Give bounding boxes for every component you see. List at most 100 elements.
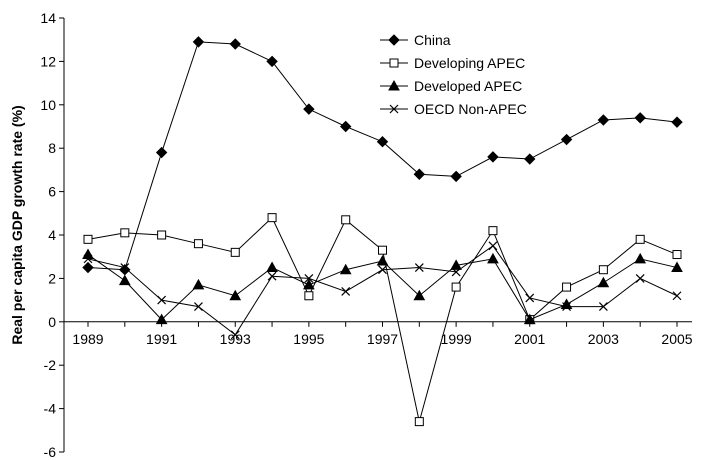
data-point-china bbox=[192, 36, 205, 48]
data-point-oecd-non-apec bbox=[83, 254, 93, 264]
data-point-oecd-non-apec bbox=[451, 267, 461, 277]
data-point-developing-apec bbox=[267, 213, 277, 223]
data-point-developed-apec bbox=[671, 261, 683, 273]
x-tick-label: 2005 bbox=[661, 331, 692, 347]
legend-item-developed-apec: Developed APEC bbox=[380, 78, 522, 94]
data-point-oecd-non-apec bbox=[562, 302, 571, 312]
legend-item-oecd-non-apec: OECD Non-APEC bbox=[380, 101, 527, 117]
y-tick-label: -4 bbox=[44, 401, 57, 417]
data-point-china bbox=[634, 112, 646, 124]
data-point-developing-apec bbox=[414, 417, 424, 427]
data-point-china bbox=[229, 38, 241, 50]
data-point-china bbox=[560, 133, 573, 146]
series-developing-apec bbox=[83, 213, 682, 427]
legend-item-china: China bbox=[380, 32, 451, 48]
data-point-oecd-non-apec bbox=[267, 271, 277, 281]
data-point-oecd-non-apec bbox=[672, 291, 682, 301]
y-tick-label: 8 bbox=[48, 140, 56, 156]
data-point-developing-apec bbox=[488, 226, 498, 236]
data-point-china bbox=[597, 114, 610, 126]
legend: China Developing APEC Developed APEC OECD N… bbox=[380, 32, 527, 117]
data-point-china bbox=[524, 153, 536, 165]
legend-marker-developing-apec bbox=[389, 58, 399, 68]
data-point-developed-apec bbox=[339, 263, 352, 275]
data-point-oecd-non-apec bbox=[120, 263, 130, 272]
legend-marker-developed-apec bbox=[388, 79, 400, 91]
data-point-oecd-non-apec bbox=[635, 273, 645, 283]
series-group bbox=[82, 36, 683, 427]
data-point-developed-apec bbox=[376, 255, 389, 266]
data-point-developed-apec bbox=[597, 276, 610, 288]
data-point-china bbox=[413, 168, 426, 180]
data-point-developing-apec bbox=[341, 215, 351, 225]
legend-marker-oecd-non-apec bbox=[389, 104, 399, 114]
data-point-developing-apec bbox=[451, 282, 461, 292]
data-point-developed-apec bbox=[118, 274, 131, 286]
data-point-china bbox=[339, 120, 352, 133]
legend-label: China bbox=[414, 32, 451, 48]
data-point-developing-apec bbox=[672, 250, 682, 260]
data-point-china bbox=[155, 146, 168, 159]
x-tick-label: 1991 bbox=[146, 331, 177, 347]
data-point-developed-apec bbox=[413, 289, 426, 301]
x-tick-label: 1993 bbox=[220, 331, 251, 347]
x-tick-label: 1999 bbox=[441, 331, 472, 347]
data-point-china bbox=[376, 135, 389, 148]
data-point-developed-apec bbox=[634, 252, 647, 264]
data-point-developing-apec bbox=[230, 247, 240, 257]
data-point-developing-apec bbox=[193, 239, 203, 249]
x-tick-label: 2003 bbox=[588, 331, 619, 347]
data-point-developing-apec bbox=[635, 234, 645, 244]
data-point-china bbox=[487, 151, 499, 163]
series-china bbox=[82, 36, 683, 276]
data-point-developed-apec bbox=[523, 313, 536, 325]
series-oecd-non-apec bbox=[83, 241, 682, 340]
data-point-china bbox=[82, 261, 94, 274]
x-tick-label: 1997 bbox=[367, 331, 398, 347]
y-axis-title: Real per capita GDP growth rate (%) bbox=[9, 105, 25, 344]
data-point-china bbox=[450, 170, 462, 183]
x-tick-label: 1989 bbox=[72, 331, 103, 347]
data-point-oecd-non-apec bbox=[157, 295, 167, 305]
data-point-developed-apec bbox=[229, 289, 242, 301]
y-tick-label: 2 bbox=[48, 270, 56, 286]
data-point-developed-apec bbox=[487, 252, 499, 264]
y-tick-label: 0 bbox=[48, 314, 56, 330]
series-line-china bbox=[87, 41, 678, 271]
data-point-developing-apec bbox=[598, 265, 608, 275]
data-point-developed-apec bbox=[266, 261, 278, 273]
y-tick-label: 10 bbox=[40, 97, 56, 113]
y-tick-label: -2 bbox=[44, 357, 57, 373]
data-point-oecd-non-apec bbox=[194, 302, 203, 312]
data-point-developed-apec bbox=[450, 259, 462, 270]
y-tick-label: 6 bbox=[48, 184, 56, 200]
y-tick-label: 12 bbox=[40, 53, 56, 69]
legend-label: OECD Non-APEC bbox=[414, 101, 527, 117]
data-point-china bbox=[671, 116, 683, 128]
data-point-oecd-non-apec bbox=[378, 265, 387, 275]
data-point-developing-apec bbox=[304, 291, 314, 301]
data-point-developing-apec bbox=[83, 234, 93, 244]
series-developed-apec bbox=[82, 248, 683, 325]
legend-item-developing-apec: Developing APEC bbox=[380, 55, 525, 71]
data-point-developed-apec bbox=[192, 278, 205, 290]
data-point-oecd-non-apec bbox=[525, 293, 535, 303]
legend-marker-china bbox=[388, 34, 400, 46]
data-point-developed-apec bbox=[303, 278, 315, 290]
legend-label: Developing APEC bbox=[414, 55, 525, 71]
data-point-oecd-non-apec bbox=[304, 273, 314, 283]
data-point-china bbox=[266, 55, 278, 68]
data-point-oecd-non-apec bbox=[341, 286, 351, 296]
x-tick-label: 1995 bbox=[293, 331, 324, 347]
data-point-oecd-non-apec bbox=[488, 241, 498, 251]
data-point-developing-apec bbox=[120, 228, 130, 238]
data-point-developing-apec bbox=[157, 230, 167, 240]
data-point-developing-apec bbox=[378, 245, 387, 255]
data-point-developing-apec bbox=[562, 282, 572, 292]
y-tick-label: 4 bbox=[48, 227, 56, 243]
data-point-oecd-non-apec bbox=[230, 330, 240, 340]
legend-label: Developed APEC bbox=[414, 78, 522, 94]
data-point-developed-apec bbox=[155, 313, 168, 325]
x-tick-label: 2001 bbox=[514, 331, 545, 347]
